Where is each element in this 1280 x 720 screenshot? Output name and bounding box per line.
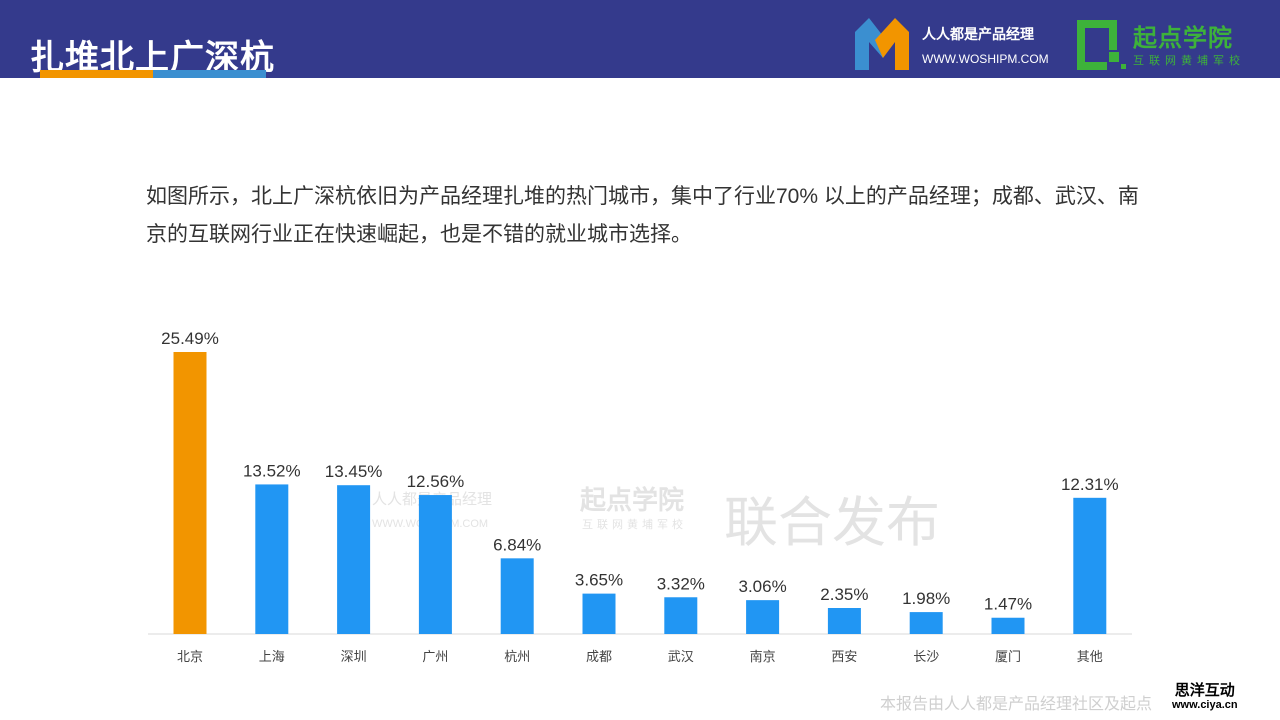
category-label: 南京 bbox=[750, 649, 776, 664]
qidian-subtitle: 互联网黄埔军校 bbox=[1133, 55, 1245, 67]
title-underline-blue bbox=[153, 70, 266, 78]
woshipm-logo-icon bbox=[855, 18, 909, 70]
data-label: 6.84% bbox=[493, 535, 541, 554]
description-text: 如图所示，北上广深杭依旧为产品经理扎堆的热门城市，集中了行业70% 以上的产品经… bbox=[146, 185, 1139, 246]
title-underline-orange bbox=[40, 70, 153, 78]
category-label: 西安 bbox=[831, 649, 857, 664]
bar-11 bbox=[1073, 497, 1107, 634]
ciya-url: www.ciya.cn bbox=[1172, 699, 1238, 711]
data-label: 25.49% bbox=[161, 329, 219, 348]
bar-6 bbox=[664, 597, 698, 634]
category-label: 武汉 bbox=[668, 649, 694, 664]
category-label: 长沙 bbox=[913, 649, 939, 664]
bar-3 bbox=[418, 495, 452, 634]
ciya-name: 思洋互动 bbox=[1174, 682, 1235, 699]
bar-9 bbox=[909, 612, 943, 634]
qidian-name: 起点学院 bbox=[1133, 25, 1233, 52]
data-label: 12.56% bbox=[407, 472, 465, 491]
category-label: 其他 bbox=[1077, 649, 1103, 664]
category-label: 北京 bbox=[177, 649, 203, 664]
bar-7 bbox=[746, 600, 780, 634]
data-label: 1.98% bbox=[902, 589, 950, 608]
watermark-qd-sub: 互联网黄埔军校 bbox=[582, 519, 687, 531]
bar-4 bbox=[500, 558, 534, 634]
category-label: 厦门 bbox=[995, 649, 1021, 664]
bar-5 bbox=[582, 593, 616, 634]
header-bar bbox=[0, 0, 1280, 78]
bar-2 bbox=[337, 485, 371, 634]
category-label: 广州 bbox=[422, 649, 448, 664]
data-label: 3.32% bbox=[657, 574, 705, 593]
data-label: 13.52% bbox=[243, 461, 301, 480]
data-label: 3.06% bbox=[738, 577, 786, 596]
category-label: 杭州 bbox=[504, 649, 530, 664]
category-label: 成都 bbox=[586, 649, 612, 664]
qidian-logo-icon bbox=[1077, 20, 1126, 70]
category-label: 上海 bbox=[259, 649, 285, 664]
footer-note: 本报告由人人都是产品经理社区及起点 bbox=[880, 696, 1153, 713]
ciya-logo: 思洋互动 www.ciya.cn bbox=[1172, 683, 1238, 713]
woshipm-url: WWW.WOSHIPM.COM bbox=[922, 52, 1049, 66]
category-label: 深圳 bbox=[341, 649, 367, 664]
data-label: 2.35% bbox=[820, 585, 868, 604]
bar-8 bbox=[827, 608, 861, 634]
data-label: 12.31% bbox=[1061, 475, 1119, 494]
bar-0 bbox=[173, 352, 207, 634]
bar-1 bbox=[255, 484, 289, 634]
woshipm-name: 人人都是产品经理 bbox=[922, 26, 1034, 42]
bar-10 bbox=[991, 617, 1025, 634]
watermark-text: 联合发布 bbox=[724, 493, 940, 553]
data-label: 1.47% bbox=[984, 595, 1032, 614]
watermark-qd-name: 起点学院 bbox=[580, 485, 685, 515]
data-label: 3.65% bbox=[575, 571, 623, 590]
data-label: 13.45% bbox=[325, 462, 383, 481]
